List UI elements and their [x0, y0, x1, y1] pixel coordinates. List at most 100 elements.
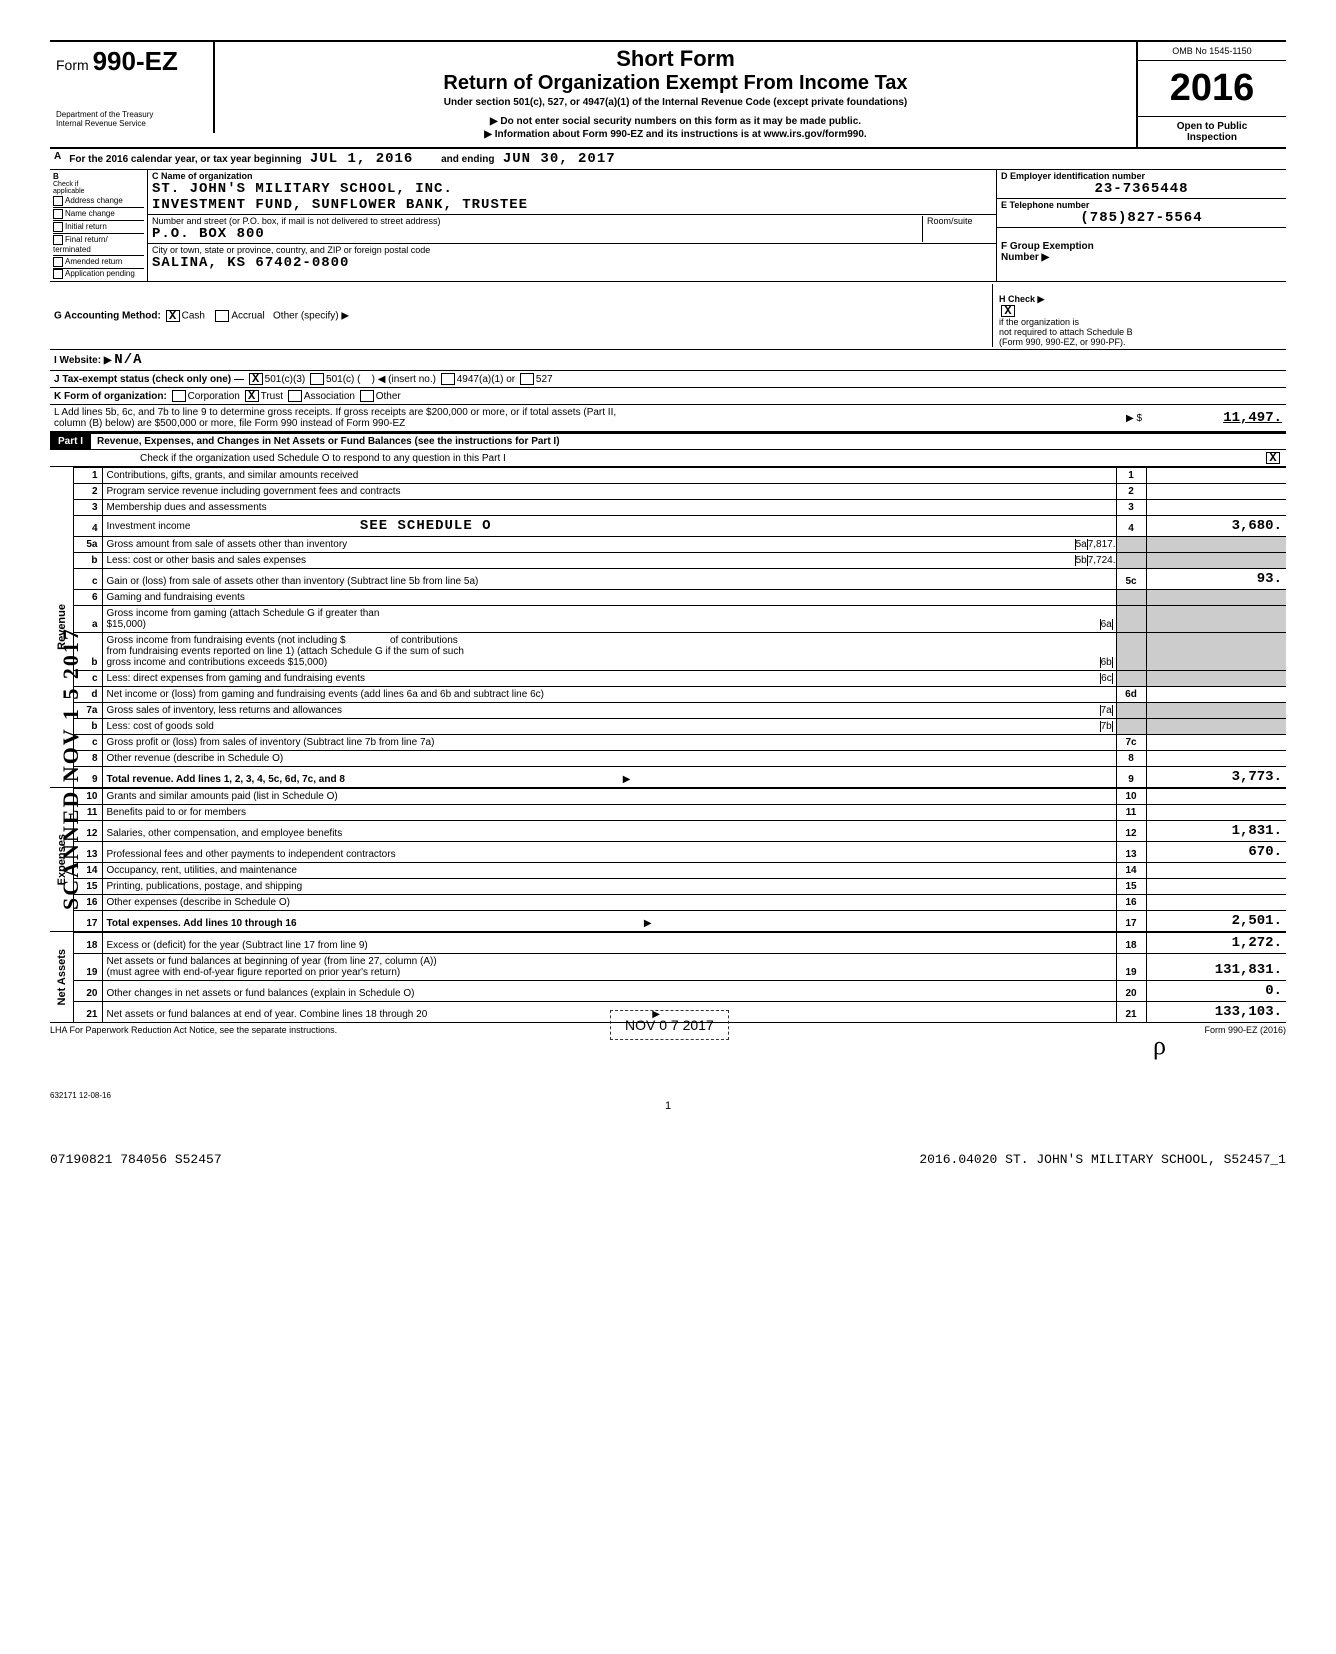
- k-trust: Trust: [261, 391, 283, 402]
- no-ssn: ▶ Do not enter social security numbers o…: [221, 116, 1130, 127]
- 501c-checkbox[interactable]: [310, 373, 324, 385]
- date-stamp: NOV 0 7 2017: [610, 1010, 729, 1040]
- final-return-checkbox[interactable]: [53, 235, 63, 245]
- short-form-title: Short Form: [221, 46, 1130, 72]
- l-arrow: ▶ $: [1082, 413, 1142, 424]
- name-change-checkbox[interactable]: [53, 209, 63, 219]
- trust-checkbox[interactable]: X: [245, 390, 259, 402]
- ending-label: and ending: [441, 154, 494, 165]
- 527-checkbox[interactable]: [520, 373, 534, 385]
- sub-5b: 5b: [1075, 555, 1087, 566]
- page-number: 1: [50, 1100, 1286, 1112]
- right-info-col: D Employer identification number 23-7365…: [996, 170, 1286, 281]
- line-5b-value: 7,724.: [1087, 555, 1116, 566]
- line-21-desc: Net assets or fund balances at end of ye…: [107, 1009, 428, 1020]
- h-label: H Check ▶: [999, 294, 1044, 304]
- line-3-desc: Membership dues and assessments: [102, 500, 1116, 516]
- part-i-check-row: Check if the organization used Schedule …: [50, 450, 1286, 467]
- line-12-value: 1,831.: [1146, 821, 1286, 842]
- gross-receipts: 11,497.: [1142, 410, 1282, 426]
- h-text: if the organization is not required to a…: [999, 317, 1133, 347]
- room-label: Room/suite: [927, 216, 973, 226]
- address-change-checkbox[interactable]: [53, 196, 63, 206]
- amended-return-checkbox[interactable]: [53, 257, 63, 267]
- cash-checkbox[interactable]: X: [166, 310, 180, 322]
- net-assets-label: Net Assets: [54, 945, 70, 1009]
- line-17-value: 2,501.: [1146, 911, 1286, 932]
- signature-p: ρ: [50, 1031, 1166, 1061]
- section-b-checkboxes: B Check if applicable Address change Nam…: [50, 170, 148, 281]
- line-10-desc: Grants and similar amounts paid (list in…: [102, 789, 1116, 805]
- line-5c-desc: Gain or (loss) from sale of assets other…: [102, 569, 1116, 590]
- bottom-codes: 07190821 784056 S52457 2016.04020 ST. JO…: [50, 1152, 1286, 1167]
- line-13-value: 670.: [1146, 842, 1286, 863]
- 501c3-checkbox[interactable]: X: [249, 373, 263, 385]
- cb-amended: Amended return: [65, 257, 122, 266]
- expenses-section: Expenses 10Grants and similar amounts pa…: [50, 788, 1286, 932]
- line-4-note: SEE SCHEDULE O: [360, 518, 492, 534]
- line-6-desc: Gaming and fundraising events: [102, 590, 1116, 606]
- cb-pending: Application pending: [65, 269, 135, 278]
- line-15-desc: Printing, publications, postage, and shi…: [102, 879, 1116, 895]
- under-section: Under section 501(c), 527, or 4947(a)(1)…: [221, 97, 1130, 108]
- bottom-left: 07190821 784056 S52457: [50, 1152, 222, 1167]
- line-21-value: 133,103.: [1146, 1002, 1286, 1023]
- assoc-checkbox[interactable]: [288, 390, 302, 402]
- bottom-right: 2016.04020 ST. JOHN'S MILITARY SCHOOL, S…: [919, 1152, 1286, 1167]
- cb-name: Name change: [65, 209, 115, 218]
- l-text: L Add lines 5b, 6c, and 7b to line 9 to …: [54, 407, 1082, 429]
- revenue-section: Revenue 1Contributions, gifts, grants, a…: [50, 467, 1286, 788]
- telephone: (785)827-5564: [1001, 210, 1282, 226]
- j-label: J Tax-exempt status (check only one) —: [54, 374, 244, 385]
- line-5a-desc: Gross amount from sale of assets other t…: [107, 539, 1075, 550]
- initial-return-checkbox[interactable]: [53, 222, 63, 232]
- line-5b-desc: Less: cost or other basis and sales expe…: [107, 555, 1075, 566]
- org-name-1: ST. JOHN'S MILITARY SCHOOL, INC.: [152, 181, 453, 197]
- org-name-2: INVESTMENT FUND, SUNFLOWER BANK, TRUSTEE: [152, 197, 528, 213]
- tax-year-begin: JUL 1, 2016: [310, 151, 413, 167]
- line-9-value: 3,773.: [1146, 767, 1286, 788]
- line-7c-desc: Gross profit or (loss) from sales of inv…: [102, 735, 1116, 751]
- form-label: Form: [56, 57, 89, 73]
- j-insert: ) ◀ (insert no.): [372, 374, 436, 385]
- line-20-desc: Other changes in net assets or fund bala…: [102, 981, 1116, 1002]
- line-a-label: For the 2016 calendar year, or tax year …: [69, 154, 301, 165]
- corp-checkbox[interactable]: [172, 390, 186, 402]
- accrual-checkbox[interactable]: [215, 310, 229, 322]
- line-5c-value: 93.: [1146, 569, 1286, 590]
- part-i-title: Revenue, Expenses, and Changes in Net As…: [91, 434, 1286, 449]
- line-4-value: 3,680.: [1146, 516, 1286, 537]
- website: N/A: [114, 352, 142, 368]
- g-cash: Cash: [182, 310, 205, 321]
- f-label: F Group Exemption Number ▶: [1001, 241, 1094, 263]
- h-checkbox[interactable]: X: [1001, 305, 1015, 317]
- line-13-desc: Professional fees and other payments to …: [102, 842, 1116, 863]
- part-i-checkbox[interactable]: X: [1266, 452, 1280, 464]
- 4947a1-checkbox[interactable]: [441, 373, 455, 385]
- info-url: ▶ Information about Form 990-EZ and its …: [221, 129, 1130, 140]
- c-label: C Name of organization: [152, 171, 253, 181]
- line-j: J Tax-exempt status (check only one) — X…: [50, 371, 1286, 388]
- line-6b-desc-pre: Gross income from fundraising events (no…: [107, 635, 346, 646]
- line-18-value: 1,272.: [1146, 933, 1286, 954]
- tax-year-end: JUN 30, 2017: [503, 151, 616, 167]
- title-center: Short Form Return of Organization Exempt…: [215, 42, 1136, 144]
- line-k: K Form of organization: Corporation XTru…: [50, 388, 1286, 405]
- addr-label: Number and street (or P.O. box, if mail …: [152, 216, 440, 226]
- expenses-table: 10Grants and similar amounts paid (list …: [74, 788, 1286, 932]
- line-14-desc: Occupancy, rent, utilities, and maintena…: [102, 863, 1116, 879]
- revenue-table: 1Contributions, gifts, grants, and simil…: [74, 467, 1286, 788]
- application-pending-checkbox[interactable]: [53, 269, 63, 279]
- other-checkbox[interactable]: [360, 390, 374, 402]
- org-info-block: B Check if applicable Address change Nam…: [50, 170, 1286, 282]
- line-17-desc: Total expenses. Add lines 10 through 16: [107, 918, 297, 929]
- sub-6b: 6b: [1100, 657, 1112, 668]
- ein: 23-7365448: [1001, 181, 1282, 197]
- i-label: I Website: ▶: [54, 355, 112, 366]
- line-g: G Accounting Method: XCash Accrual Other…: [50, 282, 1286, 350]
- sub-7a: 7a: [1100, 705, 1112, 716]
- line-6a-desc: Gross income from gaming (attach Schedul…: [107, 608, 1100, 630]
- d-label: D Employer identification number: [1001, 171, 1145, 181]
- line-11-desc: Benefits paid to or for members: [102, 805, 1116, 821]
- scanned-stamp: SCANNED NOV 1 5 2017: [58, 627, 84, 910]
